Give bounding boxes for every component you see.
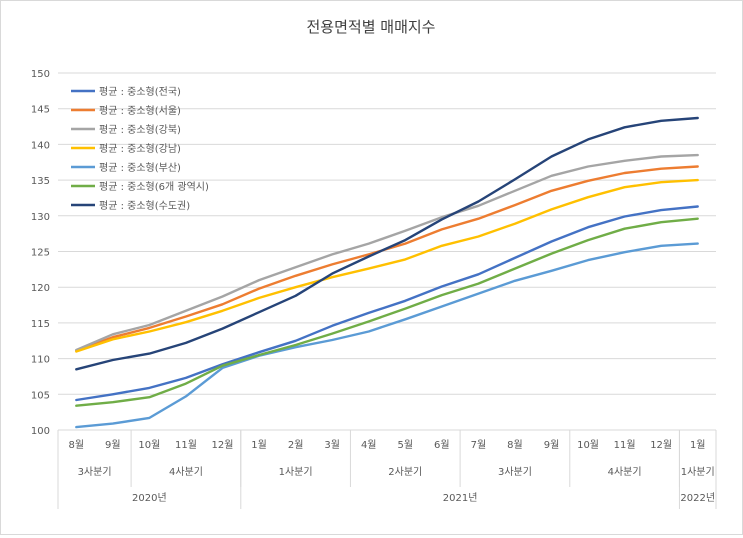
legend-label-2: 평균 : 중소형(강북) xyxy=(99,124,181,136)
y-tick-label-105: 105 xyxy=(31,390,50,401)
year-label-0: 2020년 xyxy=(132,492,167,504)
legend-label-3: 평균 : 중소형(강남) xyxy=(99,143,181,155)
quarter-label-4: 3사분기 xyxy=(498,466,532,478)
series-line-6 xyxy=(75,116,699,371)
y-tick-label-140: 140 xyxy=(31,140,50,151)
y-tick-label-145: 145 xyxy=(31,105,50,116)
legend-label-6: 평균 : 중소형(수도권) xyxy=(99,200,190,212)
series-line-0 xyxy=(75,205,699,402)
x-tick-label-8: 4월 xyxy=(361,439,377,451)
x-tick-label-7: 3월 xyxy=(324,439,340,451)
x-tick-label-1: 9월 xyxy=(105,439,121,451)
y-tick-label-150: 150 xyxy=(31,69,50,80)
y-tick-label-110: 110 xyxy=(31,355,50,366)
chart-title: 전용면적별 매매지수 xyxy=(307,18,436,36)
y-tick-label-125: 125 xyxy=(31,248,50,259)
x-tick-label-12: 8월 xyxy=(507,439,523,451)
series-line-5 xyxy=(75,217,699,407)
x-tick-label-9: 5월 xyxy=(397,439,413,451)
legend-label-1: 평균 : 중소형(서울) xyxy=(99,105,181,117)
legend-label-4: 평균 : 중소형(부산) xyxy=(99,162,181,174)
x-tick-label-2: 10월 xyxy=(138,439,160,451)
y-tick-label-120: 120 xyxy=(31,283,50,294)
x-tick-label-5: 1월 xyxy=(251,439,267,451)
y-axis-ticks: 100 105 110 115 120 125 130 135 140 145 150 xyxy=(31,69,50,437)
quarter-label-6: 1사분기 xyxy=(681,466,715,478)
legend-label-5: 평균 : 중소형(6개 광역시) xyxy=(99,181,209,193)
y-tick-label-130: 130 xyxy=(31,212,50,223)
x-tick-label-10: 6월 xyxy=(434,439,450,451)
x-tick-label-16: 12월 xyxy=(650,439,672,451)
x-tick-label-14: 10월 xyxy=(577,439,599,451)
x-tick-label-15: 11월 xyxy=(614,439,636,451)
x-tick-label-17: 1월 xyxy=(690,439,706,451)
year-label-1: 2021년 xyxy=(443,492,478,504)
legend: 평균 : 중소형(전국) 평균 : 중소형(서울) 평균 : 중소형(강북) 평균 :… xyxy=(71,86,209,212)
x-tick-label-13: 9월 xyxy=(544,439,560,451)
x-tick-label-4: 12월 xyxy=(212,439,234,451)
series-line-2 xyxy=(75,153,699,352)
y-tick-label-100: 100 xyxy=(31,426,50,437)
series-line-4 xyxy=(75,242,699,429)
y-tick-label-135: 135 xyxy=(31,176,50,187)
x-tick-label-11: 7월 xyxy=(471,439,487,451)
year-label-2: 2022년 xyxy=(680,492,715,504)
x-tick-label-6: 2월 xyxy=(288,439,304,451)
quarter-label-0: 3사분기 xyxy=(78,466,112,478)
legend-label-0: 평균 : 중소형(전국) xyxy=(99,86,181,98)
series-line-3 xyxy=(75,178,699,353)
series-lines xyxy=(75,116,699,429)
quarter-label-3: 2사분기 xyxy=(388,466,422,478)
y-tick-label-115: 115 xyxy=(31,319,50,330)
gridlines xyxy=(58,72,716,431)
quarter-label-2: 1사분기 xyxy=(279,466,313,478)
x-axis: 8월 9월 10월 11월 12월 1월 2월 3월 4월 5월 6월 7월 8월 9월 10월 11월 12월… xyxy=(57,429,717,509)
quarter-label-1: 4사분기 xyxy=(169,466,203,478)
x-tick-label-3: 11월 xyxy=(175,439,197,451)
quarter-label-5: 4사분기 xyxy=(608,466,642,478)
x-tick-label-0: 8월 xyxy=(68,439,84,451)
